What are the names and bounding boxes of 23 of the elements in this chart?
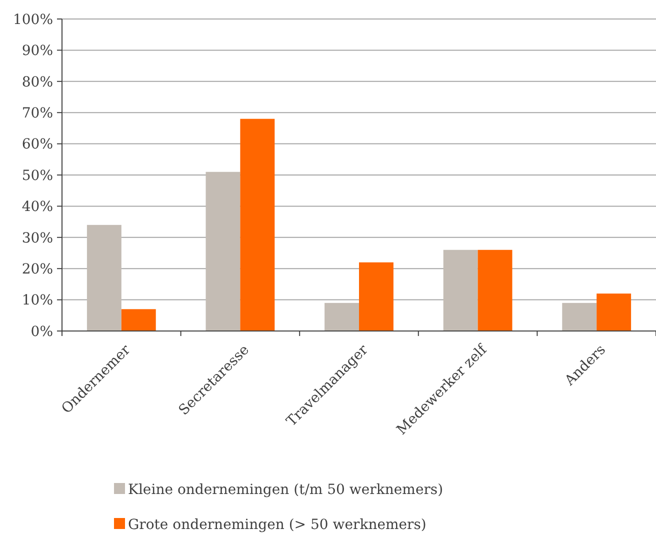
y-tick-label: 90%: [22, 43, 53, 60]
bar: [596, 294, 632, 331]
bar: [359, 262, 394, 331]
y-tick-label: 40%: [22, 199, 53, 216]
bar: [206, 172, 240, 331]
legend-label: Grote ondernemingen (> 50 werknemers): [128, 516, 426, 533]
y-tick-label: 0%: [30, 324, 53, 340]
y-tick-label: 60%: [22, 136, 53, 153]
bar: [562, 302, 597, 331]
bar: [324, 302, 359, 331]
y-tick-label: 10%: [22, 292, 53, 309]
y-tick-label: 30%: [22, 230, 53, 246]
y-tick-label: 80%: [22, 74, 53, 90]
bar: [478, 250, 512, 331]
bar: [121, 309, 156, 331]
bar: [240, 118, 275, 331]
bar: [443, 250, 478, 331]
y-tick-label: 70%: [22, 106, 53, 122]
legend-label: Kleine ondernemingen (t/m 50 werknemers): [128, 482, 444, 498]
bar: [86, 224, 122, 331]
y-tick-label: 100%: [12, 12, 53, 28]
y-tick-label: 20%: [22, 262, 53, 278]
y-tick-label: 50%: [22, 168, 53, 184]
